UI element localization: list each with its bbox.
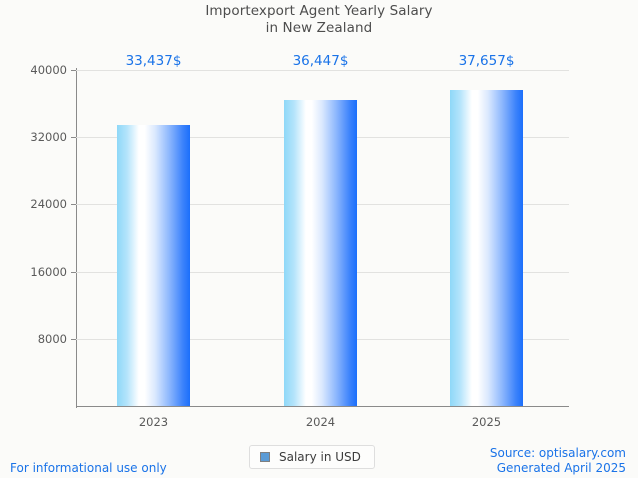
plot-area: 40000 32000 24000 16000 8000 33,437$ 36, <box>30 53 569 429</box>
x-tick-label-2025: 2025 <box>471 415 502 429</box>
gridline-40000 <box>76 70 569 71</box>
tick-mark-40000 <box>71 70 76 71</box>
bar-value-label-2025: 37,657$ <box>458 53 515 69</box>
bar-2024[interactable] <box>284 99 357 406</box>
chart-legend[interactable]: Salary in USD <box>249 445 375 469</box>
disclaimer-note: For informational use only <box>10 461 167 475</box>
generated-label: Generated April 2025 <box>496 461 626 475</box>
y-axis-line <box>76 68 77 408</box>
chart-title-line-1: Importexport Agent Yearly Salary <box>205 3 433 19</box>
y-tick-label-8000: 8000 <box>37 331 67 346</box>
y-tick-label-40000: 40000 <box>30 63 67 77</box>
tick-mark-16000 <box>71 271 76 273</box>
bar-2025[interactable] <box>450 89 523 406</box>
x-tick-label-2023: 2023 <box>138 415 169 429</box>
y-tick-label-32000: 32000 <box>30 130 67 145</box>
chart-title: Importexport Agent Yearly Salary in New … <box>0 3 638 37</box>
chart-title-line-2: in New Zealand <box>265 20 373 36</box>
y-tick-label-16000: 16000 <box>30 264 67 279</box>
tick-mark-24000 <box>71 204 76 206</box>
source-label: Source: optisalary.com <box>489 446 626 460</box>
x-tick-label-2024: 2024 <box>305 415 336 429</box>
bar-value-label-2023: 33,437$ <box>125 53 182 69</box>
y-tick-label-24000: 24000 <box>30 197 67 212</box>
x-axis-line <box>76 406 569 407</box>
bar-2023[interactable] <box>117 125 190 406</box>
tick-mark-32000 <box>71 137 76 139</box>
bar-value-label-2024: 36,447$ <box>292 53 349 69</box>
legend-swatch-icon <box>260 452 270 462</box>
legend-item-label: Salary in USD <box>279 450 361 464</box>
source-attribution: Source: optisalary.com Generated April 2… <box>490 446 626 476</box>
tick-mark-8000 <box>71 338 76 340</box>
